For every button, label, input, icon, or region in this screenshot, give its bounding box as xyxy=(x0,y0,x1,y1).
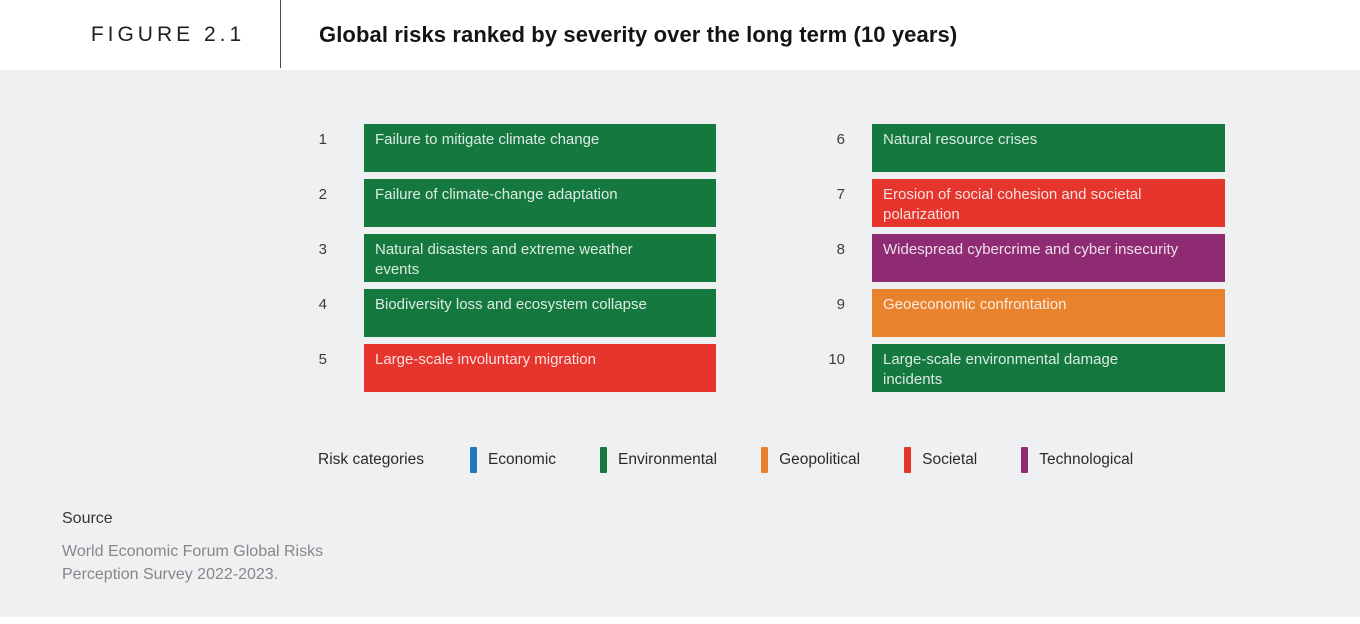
category-swatch-icon xyxy=(904,447,912,473)
risk-bar: Failure of climate-change adaptation xyxy=(364,179,716,227)
risk-bar: Large-scale environmental damage inciden… xyxy=(872,344,1225,392)
legend-item-label: Economic xyxy=(487,451,557,468)
ranking-column-left: 1 Failure to mitigate climate change 2 F… xyxy=(281,124,716,392)
legend-item-label: Environmental xyxy=(618,451,718,468)
risk-bar: Natural disasters and extreme weather ev… xyxy=(364,234,716,282)
risk-bar: Erosion of social cohesion and societal … xyxy=(872,179,1225,227)
legend-item: Societal xyxy=(904,447,977,473)
rank-number: 8 xyxy=(836,241,845,258)
legend-item: Geopolitical xyxy=(761,447,860,473)
ranking-column-right: 6 Natural resource crises 7 Erosion of s… xyxy=(772,124,1225,392)
risk-bar: Widespread cybercrime and cyber insecuri… xyxy=(872,234,1225,282)
legend-item-label: Societal xyxy=(922,451,978,468)
legend-item: Economic xyxy=(469,447,557,473)
rank-number: 5 xyxy=(318,351,327,368)
rank-number: 2 xyxy=(318,186,327,203)
header-divider xyxy=(280,0,281,68)
rank-number: 6 xyxy=(836,131,845,148)
risk-category-legend: Risk categories Economic Environmental G… xyxy=(318,444,1177,476)
category-swatch-icon xyxy=(1021,447,1029,473)
rank-number: 3 xyxy=(318,241,327,258)
rank-number: 9 xyxy=(836,296,845,313)
page-title: Global risks ranked by severity over the… xyxy=(319,22,958,47)
legend-item-label: Technological xyxy=(1039,451,1134,468)
source-line: World Economic Forum Global Risks xyxy=(62,543,324,560)
risk-bar: Natural resource crises xyxy=(872,124,1225,172)
figure-panel: 1 Failure to mitigate climate change 2 F… xyxy=(0,70,1360,617)
source-line: Perception Survey 2022-2023. xyxy=(62,565,279,583)
risk-bar: Failure to mitigate climate change xyxy=(364,124,716,172)
risk-bar: Biodiversity loss and ecosystem collapse xyxy=(364,289,716,337)
source-block: Source World Economic Forum Global Risks… xyxy=(62,510,323,586)
source-label: Source xyxy=(62,510,113,527)
figure-header: FIGURE 2.1 Global risks ranked by severi… xyxy=(0,0,1360,70)
rank-number: 7 xyxy=(836,186,845,203)
legend-item: Environmental xyxy=(600,447,717,473)
figure-number-label: FIGURE 2.1 xyxy=(90,23,246,46)
rank-number: 10 xyxy=(828,351,845,368)
legend-item: Technological xyxy=(1021,447,1133,473)
legend-item-label: Geopolitical xyxy=(779,451,861,468)
legend-items: Economic Environmental Geopolitical Soci… xyxy=(469,447,1177,473)
rank-number: 1 xyxy=(318,131,327,148)
risk-bar: Geoeconomic confrontation xyxy=(872,289,1225,337)
category-swatch-icon xyxy=(469,447,477,473)
category-swatch-icon xyxy=(761,447,769,473)
rank-number: 4 xyxy=(318,296,327,313)
category-swatch-icon xyxy=(600,447,608,473)
risk-bar: Large-scale involuntary migration xyxy=(364,344,716,392)
legend-title: Risk categories xyxy=(318,451,424,468)
